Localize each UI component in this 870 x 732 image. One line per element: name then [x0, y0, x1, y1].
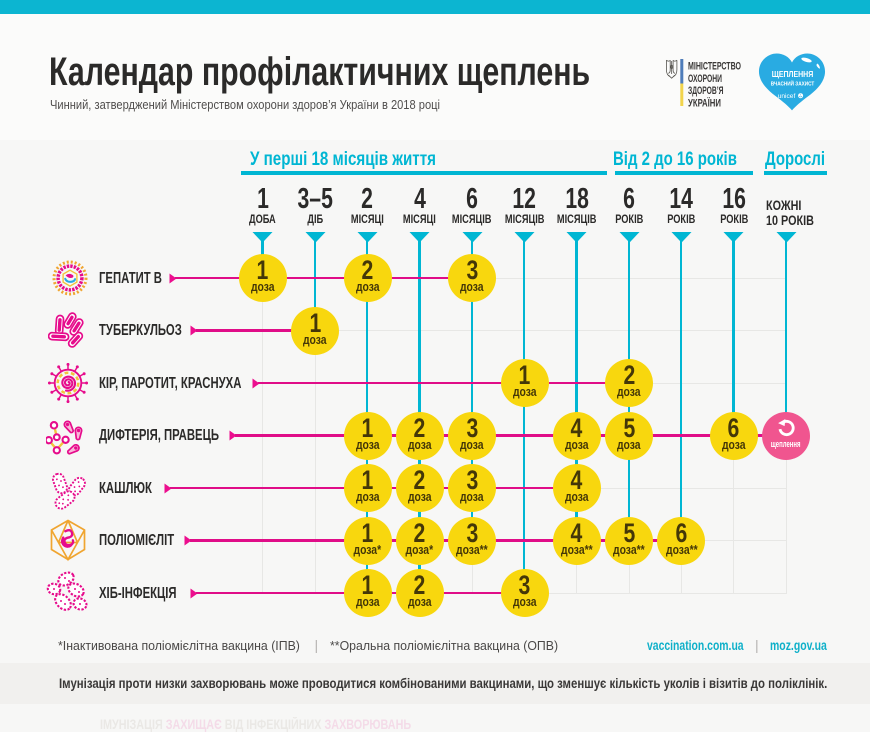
svg-text:ЗДОРОВ’Я: ЗДОРОВ’Я	[688, 85, 724, 97]
svg-text:ОХОРОНИ: ОХОРОНИ	[688, 73, 722, 85]
svg-text:ЩЕПЛЕННЯ: ЩЕПЛЕННЯ	[772, 69, 814, 79]
svg-text:ВЧАСНИЙ ЗАХИСТ: ВЧАСНИЙ ЗАХИСТ	[771, 80, 815, 88]
svg-text:unicef: unicef	[778, 93, 796, 100]
svg-text:МІНІСТЕРСТВО: МІНІСТЕРСТВО	[688, 61, 741, 73]
svg-text:УКРАЇНИ: УКРАЇНИ	[688, 96, 721, 108]
